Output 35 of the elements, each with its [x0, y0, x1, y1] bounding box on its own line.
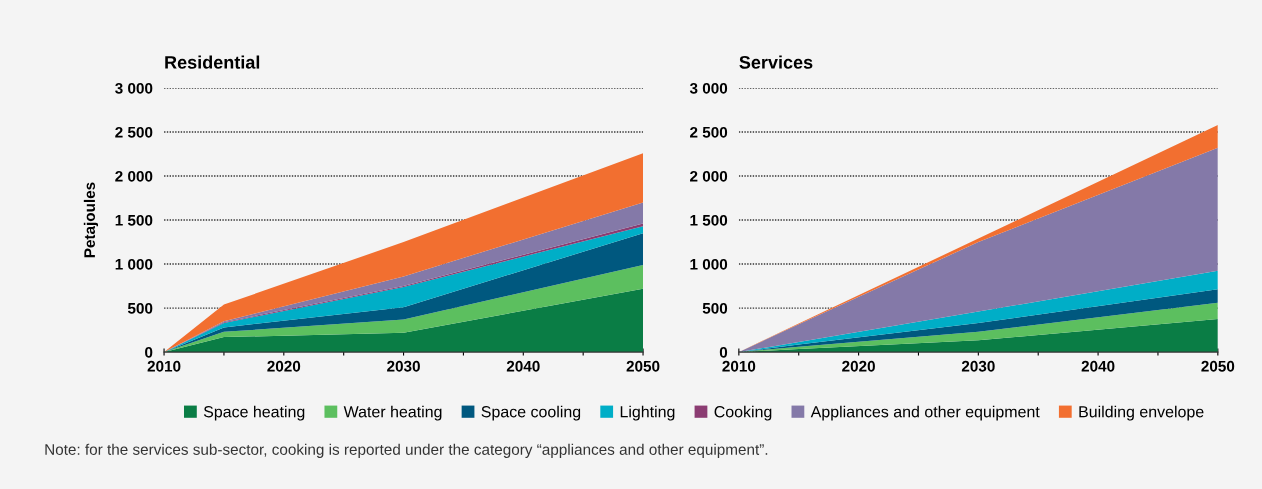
- legend-label: Space cooling: [481, 405, 581, 421]
- y-tick-label: 2 500: [690, 126, 728, 138]
- y-tick-label: 500: [702, 302, 728, 314]
- y-tick-label: 2 000: [115, 170, 153, 182]
- y-tick-label: 0: [145, 346, 153, 358]
- y-axis-title: Petajoules: [83, 182, 99, 258]
- legend-label: Building envelope: [1079, 405, 1204, 421]
- y-tick-label: 1 000: [690, 258, 728, 270]
- y-tick-label: 500: [127, 302, 153, 314]
- x-tick-label: 2010: [147, 360, 181, 372]
- y-tick-label: 3 000: [115, 82, 153, 94]
- x-tick-label: 2050: [1201, 360, 1235, 372]
- x-tick-label: 2010: [722, 360, 756, 372]
- chart-title: Services: [739, 55, 813, 69]
- y-tick-label: 3 000: [689, 82, 728, 94]
- y-tick-label: 1 500: [690, 214, 728, 226]
- y-tick-label: 1 000: [115, 258, 153, 270]
- chart-title: Residential: [165, 55, 260, 69]
- legend-label: Lighting: [620, 405, 675, 421]
- y-tick-label: 2 000: [690, 170, 728, 182]
- x-tick-label: 2040: [506, 360, 540, 372]
- legend-label: Cooking: [714, 405, 772, 421]
- x-tick-label: 2050: [626, 360, 660, 372]
- x-tick-label: 2020: [267, 360, 301, 372]
- text: Note: for the services sub-sector, cooking is reported under the category “appliances and other equipment”.: [45, 443, 768, 458]
- x-tick-label: 2020: [842, 360, 875, 372]
- legend-label: Appliances and other equipment: [810, 405, 1040, 421]
- y-tick-label: 0: [719, 346, 728, 358]
- x-tick-label: 2040: [1081, 360, 1115, 372]
- x-tick-label: 2030: [961, 360, 995, 372]
- y-tick-label: 2 500: [115, 126, 153, 138]
- y-tick-label: 1 500: [115, 214, 153, 226]
- legend-label: Space heating: [203, 405, 305, 421]
- legend-label: Water heating: [343, 405, 442, 421]
- x-tick-label: 2030: [387, 360, 420, 372]
